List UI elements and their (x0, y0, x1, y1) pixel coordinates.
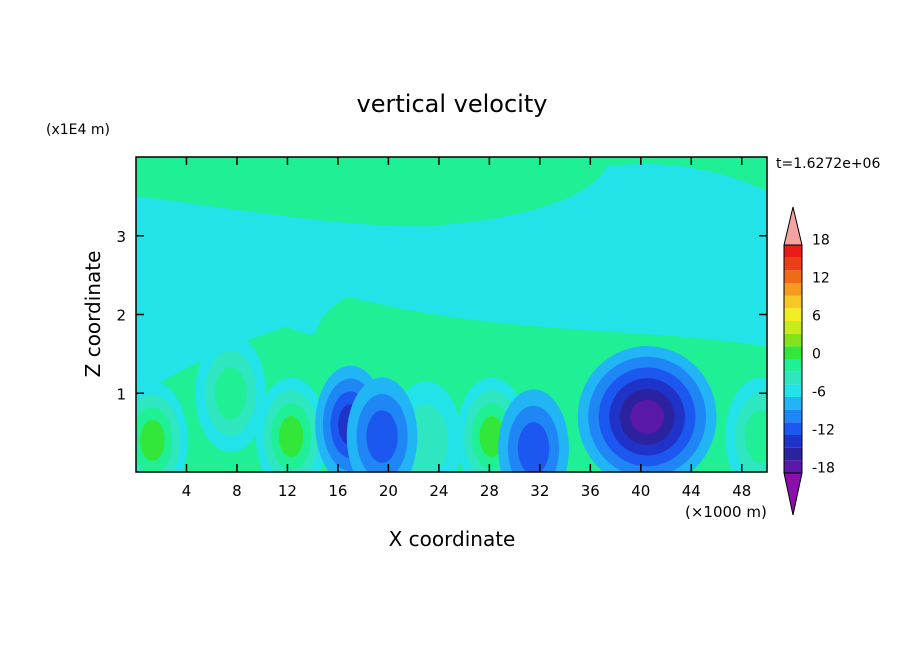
colorbar-band-1 (784, 447, 802, 461)
updraft-contour-2-3 (278, 416, 304, 458)
colorbar-band-6 (784, 384, 802, 397)
y-axis-label: Z coordinate (81, 251, 105, 378)
x-tick-label-32: 32 (530, 482, 549, 500)
colorbar-label-3: 0 (812, 347, 821, 363)
x-tick-label-24: 24 (429, 482, 448, 500)
colorbar-label-1: 12 (812, 271, 830, 287)
colorbar-band-8 (784, 359, 802, 372)
colorbar: 18 12 6 0 -6 -12 -18 (783, 206, 835, 516)
colorbar-band-16 (784, 257, 802, 271)
time-label: t=1.6272e+06 (776, 156, 880, 172)
y-tick-label-2: 2 (116, 307, 126, 325)
colorbar-band-17 (784, 245, 802, 258)
contour-plot-area (136, 157, 767, 472)
updraft-contour-0-3 (140, 419, 165, 462)
colorbar-label-6: -18 (812, 461, 835, 477)
chart-title: vertical velocity (357, 90, 548, 118)
downdraft-contour-9-5 (630, 399, 664, 435)
colorbar-label-4: -6 (812, 385, 826, 401)
colorbar-band-9 (784, 346, 802, 359)
colorbar-top-triangle (783, 206, 803, 246)
x-tick-label-48: 48 (732, 482, 751, 500)
x-tick-label-36: 36 (581, 482, 600, 500)
x-axis-label: X coordinate (389, 527, 516, 551)
colorbar-bottom-triangle (783, 472, 803, 516)
colorbar-band-3 (784, 422, 802, 435)
y-unit-label: (x1E4 m) (46, 122, 110, 138)
y-tick-label-1: 1 (116, 385, 126, 403)
colorbar-band-10 (784, 333, 802, 347)
x-unit-label: (×1000 m) (685, 503, 767, 521)
x-tick-label-8: 8 (232, 482, 242, 500)
downdraft-contour-7-2 (366, 410, 398, 463)
colorbar-frame (783, 244, 803, 474)
colorbar-band-12 (784, 308, 802, 321)
colorbar-band-7 (784, 371, 802, 385)
colorbar-band-4 (784, 409, 802, 423)
x-tick-label-20: 20 (379, 482, 398, 500)
colorbar-band-13 (784, 295, 802, 309)
colorbar-band-0 (784, 460, 802, 473)
updraft-contour-3-3 (479, 416, 505, 458)
updraft-contour-5-2 (744, 410, 767, 463)
colorbar-band-5 (784, 397, 802, 410)
x-tick-label-44: 44 (682, 482, 701, 500)
upper-green-layer (136, 164, 767, 397)
x-tick-label-40: 40 (631, 482, 650, 500)
colorbar-band-15 (784, 270, 802, 283)
colorbar-label-5: -12 (812, 423, 835, 439)
colorbar-band-14 (784, 283, 802, 296)
x-tick-label-28: 28 (480, 482, 499, 500)
colorbar-label-2: 6 (812, 309, 821, 325)
colorbar-band-11 (784, 321, 802, 334)
x-tick-label-16: 16 (328, 482, 347, 500)
updraft-contour-1-2 (214, 367, 247, 420)
y-tick-label-3: 3 (116, 228, 126, 246)
colorbar-label-0: 18 (812, 233, 830, 249)
x-tick-label-4: 4 (182, 482, 192, 500)
x-tick-label-12: 12 (278, 482, 297, 500)
colorbar-band-2 (784, 435, 802, 448)
downdraft-contour-8-2 (517, 422, 550, 472)
